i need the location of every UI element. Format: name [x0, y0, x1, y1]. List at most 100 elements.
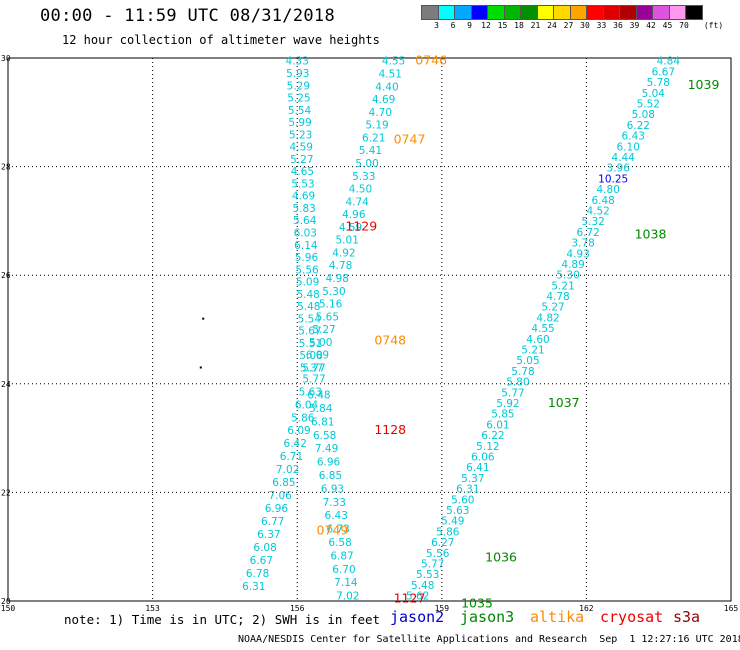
wave-height-value: 5.53 [416, 569, 439, 581]
wave-height-value: 6.43 [325, 510, 348, 522]
wave-height-value: 5.86 [436, 526, 460, 538]
legend-label: 30 [580, 21, 590, 30]
wave-height-value: 10.25 [598, 173, 628, 185]
map-ticks: 150 153 156 159 162 165 20 22 24 26 28 30 [1, 54, 739, 613]
wave-height-value: 5.49 [441, 516, 464, 528]
wave-height-value: 4.59 [290, 142, 313, 154]
wave-height-value: 6.42 [284, 438, 307, 450]
pass-time-label: 1035 [461, 596, 493, 611]
wave-height-value: 4.78 [329, 260, 352, 272]
wave-height-value: 5.53 [291, 178, 314, 190]
wave-height-value: 6.31 [242, 581, 265, 593]
wave-height-value: 5.32 [581, 216, 604, 228]
wave-height-value: 6.37 [257, 529, 280, 541]
satellite-label-jason2: jason2 [390, 608, 445, 626]
wave-height-value: 5.08 [632, 109, 655, 121]
wave-height-value: 6.48 [591, 195, 614, 207]
point-markers [199, 317, 205, 369]
point-marker [199, 366, 202, 369]
wave-height-value: 4.98 [326, 273, 349, 285]
satellite-label-s3a: s3a [673, 608, 701, 626]
wave-height-value: 5.48 [297, 301, 320, 313]
wave-height-value: 6.14 [294, 240, 318, 252]
wave-height-value: 6.01 [486, 419, 509, 431]
wave-height-value: 5.41 [359, 145, 382, 157]
wave-height-value: 5.30 [322, 286, 345, 298]
wave-height-value: 4.51 [379, 68, 402, 80]
pass-time-label: 0747 [394, 131, 426, 146]
pass-time-label: 1129 [345, 218, 377, 233]
pass-time-label: 1037 [548, 395, 580, 410]
wave-height-value: 5.67 [298, 326, 321, 338]
wave-height-value: 5.99 [288, 117, 311, 129]
lon-tick-label: 156 [290, 604, 305, 613]
wave-height-value: 6.67 [652, 66, 675, 78]
lat-tick-label: 28 [1, 163, 11, 172]
wave-height-value: 5.80 [506, 377, 529, 389]
legend-label: 6 [450, 21, 456, 30]
wave-height-value: 4.92 [332, 247, 355, 259]
wave-height-value: 4.89 [561, 259, 584, 271]
wave-height-value: 5.12 [476, 441, 499, 453]
wave-height-value: 6.04 [295, 399, 319, 411]
wave-height-value: 7.14 [334, 577, 358, 589]
wave-height-value: 4.55 [531, 323, 554, 335]
pass-time-label: 1127 [394, 590, 426, 605]
legend-labels: 3 6 9 12 15 18 21 24 27 30 33 36 39 42 45 70 (ft) [421, 21, 723, 33]
wave-height-value: 4.40 [375, 81, 398, 93]
wave-height-value: 5.21 [521, 345, 544, 357]
wave-height-value: 6.06 [471, 452, 495, 464]
wave-height-value: 5.27 [312, 324, 335, 336]
wave-height-value: 6.03 [294, 228, 317, 240]
wave-height-value: 5.51 [299, 338, 322, 350]
legend-swatch [685, 5, 703, 20]
wave-height-value: 5.85 [491, 409, 514, 421]
wave-height-value: 6.27 [431, 537, 454, 549]
wave-height-value: 3.96 [607, 163, 631, 175]
satellite-label-cryosat: cryosat [600, 608, 664, 626]
wave-height-value: 4.60 [526, 334, 549, 346]
wave-height-value: 4.33 [286, 56, 309, 68]
legend-label: 36 [613, 21, 623, 30]
wave-height-value: 6.67 [250, 555, 273, 567]
wave-height-value: 5.77 [501, 387, 524, 399]
pass-time-label: 0748 [374, 332, 406, 347]
wave-height-value: 4.78 [546, 291, 569, 303]
wave-height-value: 5.84 [309, 403, 333, 415]
wave-height-value: 5.04 [642, 88, 666, 100]
wave-height-value: 4.96 [342, 209, 366, 221]
pass-time-label: 1038 [635, 226, 667, 241]
wave-height-value: 5.27 [541, 302, 564, 314]
wave-height-value: 5.21 [551, 280, 574, 292]
wave-height-value: 5.37 [300, 363, 323, 375]
pass-time-label: 0749 [316, 522, 348, 537]
wave-height-value: 5.86 [291, 412, 315, 424]
wave-height-value: 5.00 [309, 337, 332, 349]
wave-height-value: 5.05 [516, 355, 539, 367]
wave-height-value: 5.63 [299, 386, 322, 398]
legend-label: 3 [434, 21, 439, 30]
wave-height-value: 6.85 [272, 477, 295, 489]
wave-height-value: 6.70 [332, 564, 355, 576]
wave-height-value: 5.00 [355, 158, 378, 170]
wave-height-value: 5.16 [319, 299, 343, 311]
wave-height-value: 7.06 [268, 490, 292, 502]
wave-height-value: 4.74 [345, 196, 369, 208]
lat-tick-label: 20 [1, 597, 11, 606]
wave-height-value: 4.52 [586, 205, 609, 217]
wave-height-value: 6.43 [622, 131, 645, 143]
wave-height-value: 5.77 [302, 373, 325, 385]
wave-height-value: 5.64 [293, 215, 317, 227]
wave-height-value: 6.48 [307, 390, 330, 402]
wave-height-value: 5.56 [426, 548, 450, 560]
wave-height-value: 7.02 [336, 591, 359, 603]
wave-height-value: 5.60 [451, 494, 474, 506]
wave-height-value: 5.77 [421, 558, 444, 570]
wave-height-value: 5.93 [286, 68, 309, 80]
wave-height-value: 5.78 [511, 366, 534, 378]
point-marker [202, 317, 205, 320]
legend-label: 18 [514, 21, 524, 30]
page-subtitle: 12 hour collection of altimeter wave hei… [62, 33, 380, 47]
lon-tick-label: 150 [1, 604, 16, 613]
wave-height-value: 4.69 [372, 94, 395, 106]
